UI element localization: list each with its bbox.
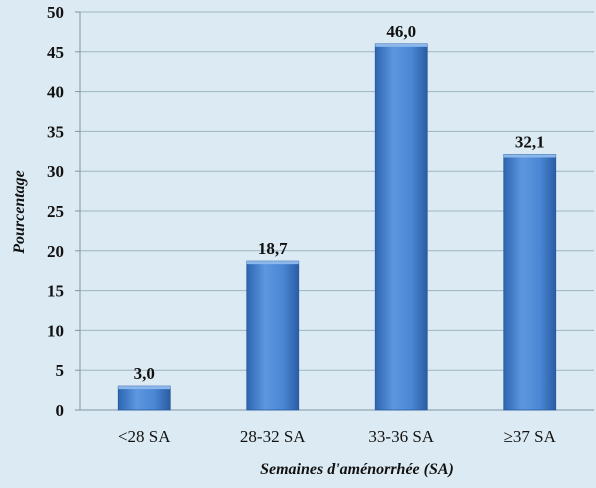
bar-top-cap (375, 43, 428, 47)
y-tick-label: 10 (47, 321, 64, 340)
y-tick-label: 25 (47, 202, 64, 221)
data-label: 46,0 (386, 22, 416, 41)
y-tick-label: 0 (56, 401, 65, 420)
bar-top-cap (118, 386, 171, 390)
bar (246, 260, 300, 411)
gridlines (80, 11, 594, 371)
bar (503, 154, 557, 411)
x-tick-label: 33-36 SA (368, 427, 434, 446)
y-axis-title: Pourcentage (11, 170, 28, 255)
x-tick-label: <28 SA (118, 427, 171, 446)
bar-top-cap (246, 261, 299, 265)
y-tick-label: 20 (47, 242, 64, 261)
x-axis-title: Semaines d'aménorrhée (SA) (260, 461, 454, 478)
y-tick-label: 5 (56, 361, 65, 380)
y-tick-label: 35 (47, 122, 64, 141)
y-tick-label: 50 (47, 3, 64, 22)
y-tick-label: 15 (47, 282, 64, 301)
labels: 0 5 10 15 20 25 30 35 40 45 50 3,0 <28 SA 18,7 28-32 S… (47, 3, 557, 446)
bar (117, 385, 171, 411)
data-label: 18,7 (258, 239, 288, 258)
y-tick-label: 40 (47, 83, 64, 102)
data-label: 3,0 (134, 364, 155, 383)
y-tick-label: 45 (47, 43, 64, 62)
data-label: 32,1 (515, 132, 545, 151)
x-tick-label: ≥37 SA (504, 427, 557, 446)
bar-top-cap (503, 154, 556, 158)
x-tick-label: 28-32 SA (240, 427, 306, 446)
bar (374, 43, 428, 411)
bars (117, 43, 557, 411)
y-tick-label: 30 (47, 162, 64, 181)
